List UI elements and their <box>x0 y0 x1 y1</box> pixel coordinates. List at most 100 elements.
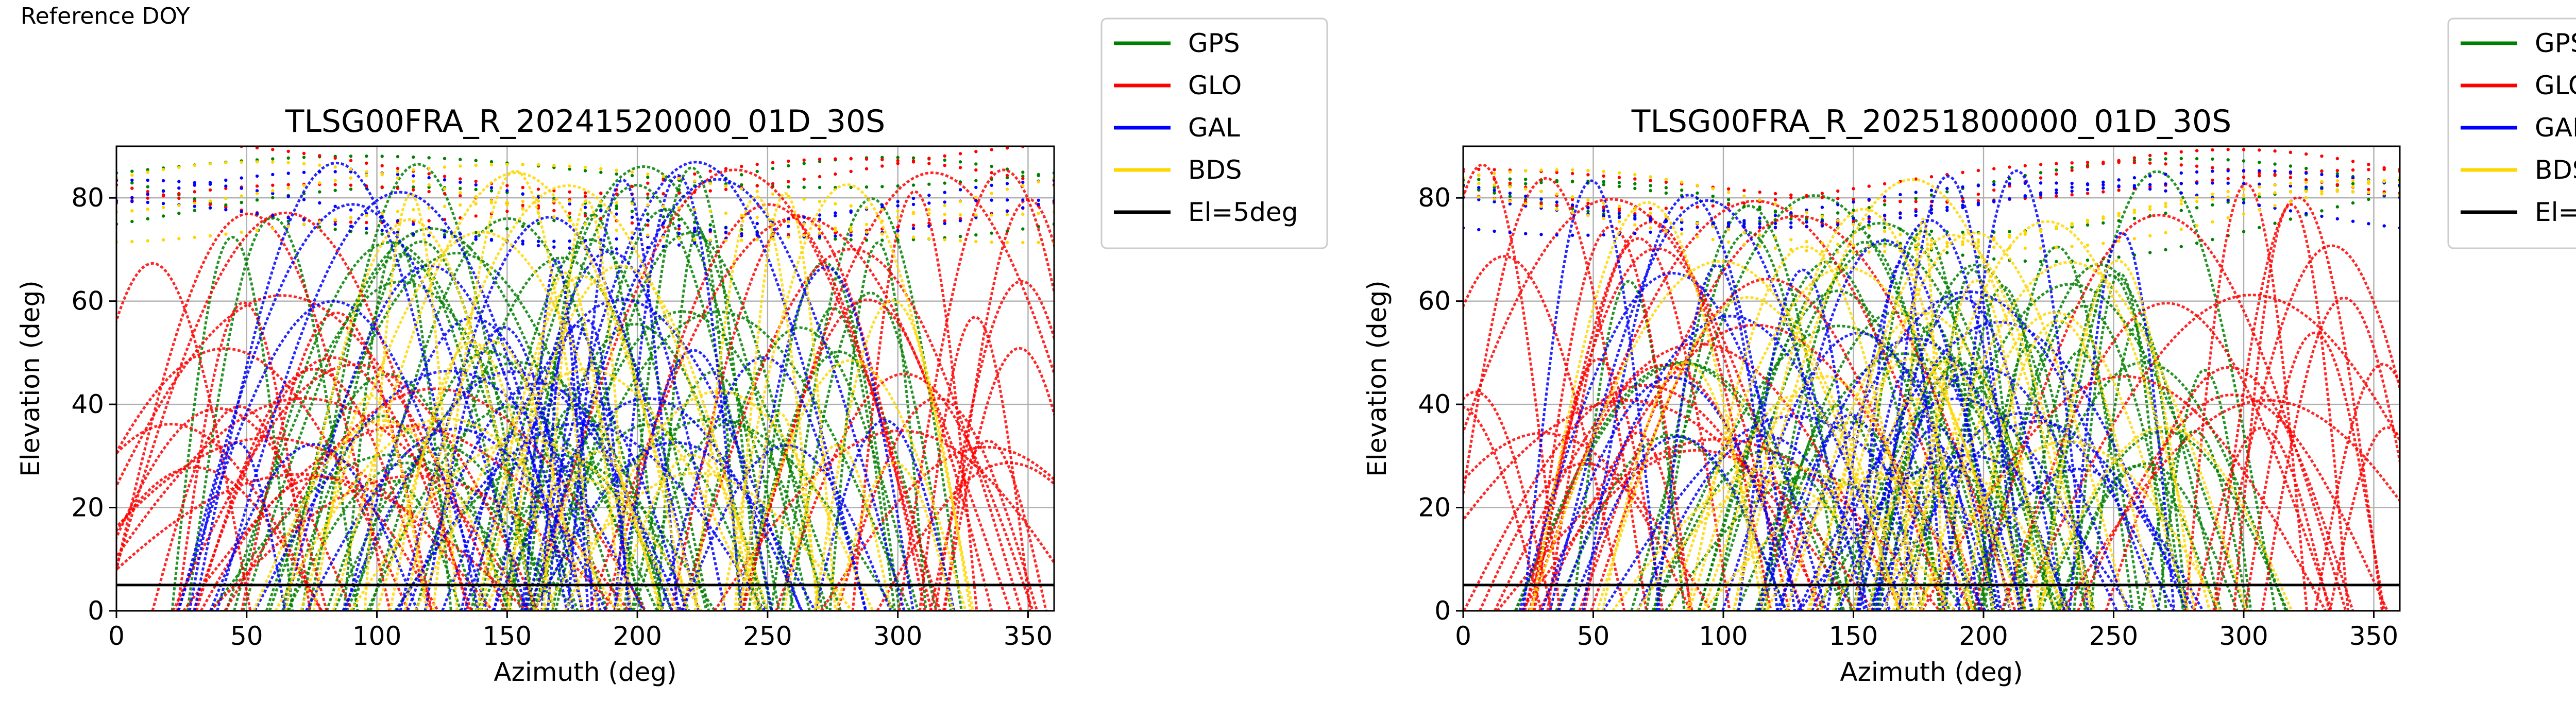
track-point <box>1929 211 1934 215</box>
track-point <box>1961 243 1964 246</box>
track-gal <box>1952 468 2204 611</box>
track-point <box>536 239 540 243</box>
track-point <box>505 200 509 204</box>
track-point <box>1945 190 1949 194</box>
track-point <box>615 192 618 196</box>
track-point <box>2086 187 2090 192</box>
track-point <box>943 200 946 204</box>
track-point <box>2023 195 2027 199</box>
track-point <box>1053 143 1056 146</box>
track-point <box>755 231 759 235</box>
track-point <box>552 209 556 213</box>
track-point <box>1899 216 1902 220</box>
track-point <box>1021 180 1025 184</box>
track-glo <box>116 347 410 611</box>
track-point <box>1570 203 1574 207</box>
track-point <box>724 226 728 230</box>
track-bds <box>507 271 623 611</box>
track-point <box>396 230 400 234</box>
track-point <box>474 183 478 187</box>
track-point <box>1852 200 1855 204</box>
track-point <box>2304 196 2308 199</box>
track-point <box>1508 185 1512 188</box>
track-point <box>2148 158 2152 161</box>
track-gps <box>325 479 462 611</box>
track-point <box>130 209 134 213</box>
track-point <box>1976 201 1980 205</box>
track-point <box>318 181 321 185</box>
track-point <box>708 189 712 193</box>
track-point <box>2226 190 2230 194</box>
chart-title: TLSG00FRA_R_20251800000_01D_30S <box>1631 104 2231 140</box>
track-point <box>1758 219 1761 224</box>
track-bds <box>1702 374 1948 611</box>
track-point <box>177 180 181 183</box>
track-point <box>2039 193 2043 197</box>
track-point <box>911 196 916 200</box>
track-point <box>2195 224 2199 228</box>
track-point <box>1789 225 1793 229</box>
track-point <box>2195 164 2199 168</box>
track-point <box>1602 209 1605 213</box>
zenith-band-bds <box>1463 190 2400 254</box>
track-glo <box>588 215 1011 611</box>
track-point <box>1586 173 1590 177</box>
track-bds <box>739 412 821 611</box>
tick-label-x: 200 <box>613 621 662 651</box>
track-glo <box>943 198 1054 611</box>
track-bds <box>284 218 536 611</box>
track-point <box>2258 161 2261 164</box>
track-point <box>161 214 165 218</box>
track-glo <box>918 316 1032 611</box>
track-point <box>380 212 384 215</box>
track-point <box>1883 195 1887 199</box>
track-bds <box>2035 425 2293 611</box>
track-point <box>1836 223 1840 227</box>
track-point <box>1508 181 1512 185</box>
track-point <box>2320 190 2324 193</box>
track-glo <box>2193 426 2331 611</box>
track-point <box>818 213 822 217</box>
track-gal <box>283 264 575 611</box>
track-point <box>1005 213 1009 217</box>
track-point <box>2273 204 2277 208</box>
track-point <box>943 191 946 194</box>
track-point <box>943 238 946 242</box>
track-point <box>1524 169 1528 173</box>
track-point <box>771 192 775 196</box>
track-point <box>615 172 618 176</box>
track-point <box>740 183 743 187</box>
track-point <box>1602 180 1605 183</box>
track-point <box>333 222 337 226</box>
track-point <box>2335 179 2339 183</box>
track-point <box>333 179 337 182</box>
legend-label: BDS <box>1188 155 1242 185</box>
track-point <box>834 214 837 217</box>
track-point <box>880 158 884 162</box>
track-point <box>2023 259 2027 263</box>
track-point <box>1664 186 1668 190</box>
track-point <box>2289 182 2293 185</box>
track-point <box>2164 248 2167 252</box>
track-point <box>2117 159 2121 162</box>
track-gps <box>1736 352 2072 611</box>
tick-label-y: 40 <box>71 389 104 419</box>
track-glo <box>775 372 1034 611</box>
track-point <box>177 192 181 196</box>
track-point <box>489 229 494 233</box>
track-point <box>834 172 837 176</box>
track-point <box>646 233 650 237</box>
track-point <box>693 208 697 211</box>
track-point <box>630 202 634 205</box>
track-point <box>1773 202 1777 206</box>
track-point <box>130 200 134 203</box>
track-point <box>740 187 743 191</box>
track-point <box>2070 166 2074 169</box>
track-point <box>2117 219 2121 222</box>
track-point <box>2164 211 2167 215</box>
track-gps <box>503 322 768 611</box>
track-point <box>2382 179 2386 182</box>
track-point <box>724 211 728 215</box>
track-point <box>2117 188 2121 192</box>
track-glo <box>1528 199 1984 611</box>
